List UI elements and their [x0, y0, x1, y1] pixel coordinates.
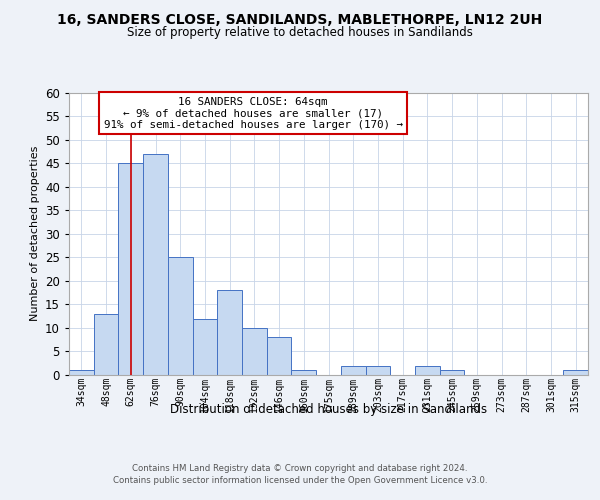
Bar	[217, 290, 242, 375]
Bar	[193, 318, 217, 375]
Bar	[168, 258, 193, 375]
Bar	[267, 338, 292, 375]
Text: 16 SANDERS CLOSE: 64sqm
← 9% of detached houses are smaller (17)
91% of semi-det: 16 SANDERS CLOSE: 64sqm ← 9% of detached…	[104, 96, 403, 130]
Bar	[365, 366, 390, 375]
Bar	[143, 154, 168, 375]
Bar	[94, 314, 118, 375]
Bar	[341, 366, 365, 375]
Bar	[415, 366, 440, 375]
Bar	[440, 370, 464, 375]
Bar	[69, 370, 94, 375]
Bar	[242, 328, 267, 375]
Y-axis label: Number of detached properties: Number of detached properties	[29, 146, 40, 322]
Bar	[118, 163, 143, 375]
Text: Contains public sector information licensed under the Open Government Licence v3: Contains public sector information licen…	[113, 476, 487, 485]
Bar	[292, 370, 316, 375]
Text: Size of property relative to detached houses in Sandilands: Size of property relative to detached ho…	[127, 26, 473, 39]
Text: Distribution of detached houses by size in Sandilands: Distribution of detached houses by size …	[170, 402, 487, 415]
Text: 16, SANDERS CLOSE, SANDILANDS, MABLETHORPE, LN12 2UH: 16, SANDERS CLOSE, SANDILANDS, MABLETHOR…	[58, 12, 542, 26]
Bar	[563, 370, 588, 375]
Text: Contains HM Land Registry data © Crown copyright and database right 2024.: Contains HM Land Registry data © Crown c…	[132, 464, 468, 473]
